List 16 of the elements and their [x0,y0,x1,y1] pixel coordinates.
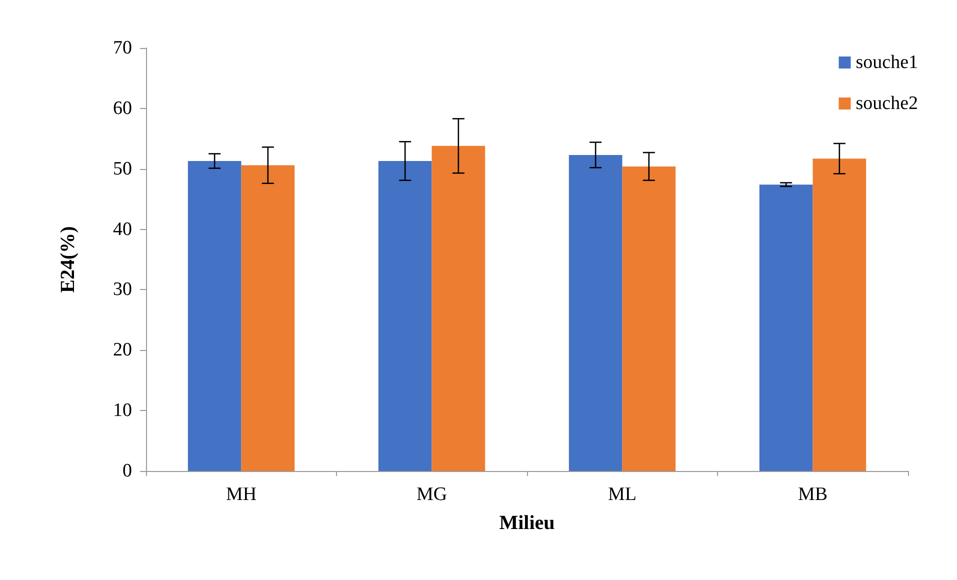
y-tick-label: 60 [113,98,132,119]
legend-label: souche2 [856,93,918,114]
y-tick-label: 40 [113,218,132,240]
legend-label: souche1 [856,52,918,73]
x-axis-title: Milieu [499,512,555,534]
y-tick-label: 70 [113,38,132,58]
y-tick-label: 10 [113,400,132,422]
y-axis-title: E24(%) [57,226,79,293]
x-tick-label: MB [798,484,828,505]
y-tick-label: 20 [113,340,132,361]
y-tick-label: 50 [113,158,132,180]
x-tick-label: MH [226,484,257,505]
x-tick-label: MG [416,484,448,505]
x-tick-label: ML [608,484,636,505]
y-tick-label: 0 [122,460,132,482]
y-tick-label: 30 [113,279,132,300]
